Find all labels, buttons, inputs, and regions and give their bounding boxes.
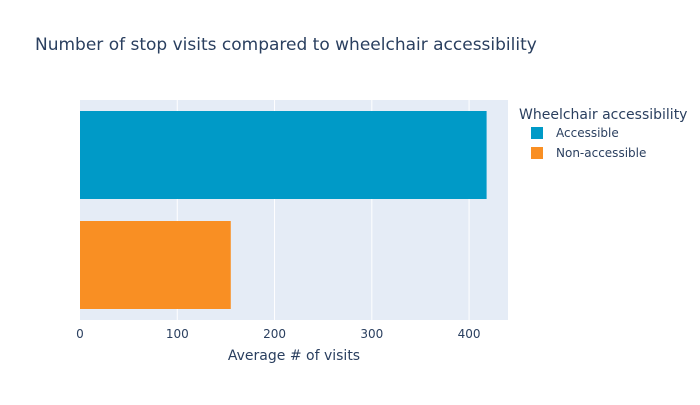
x-axis-ticks: 0 100 200 300 400 — [76, 327, 480, 341]
x-tick-label: 100 — [166, 327, 189, 341]
legend: Wheelchair accessibility Accessible Non-a… — [519, 107, 687, 160]
legend-label[interactable]: Accessible — [556, 126, 619, 140]
legend-label[interactable]: Non-accessible — [556, 146, 646, 160]
x-tick-label: 200 — [263, 327, 286, 341]
x-tick-label: 300 — [360, 327, 383, 341]
x-tick-label: 0 — [76, 327, 84, 341]
legend-title: Wheelchair accessibility — [519, 107, 687, 123]
bar-non-accessible — [80, 221, 231, 309]
bar-accessible — [80, 111, 487, 199]
chart-title: Number of stop visits compared to wheelc… — [35, 35, 537, 55]
bars — [80, 111, 487, 309]
legend-items: Accessible Non-accessible — [531, 126, 646, 160]
legend-swatch[interactable] — [531, 147, 543, 159]
x-tick-label: 400 — [458, 327, 481, 341]
legend-swatch[interactable] — [531, 127, 543, 139]
x-axis-title: Average # of visits — [228, 348, 360, 364]
